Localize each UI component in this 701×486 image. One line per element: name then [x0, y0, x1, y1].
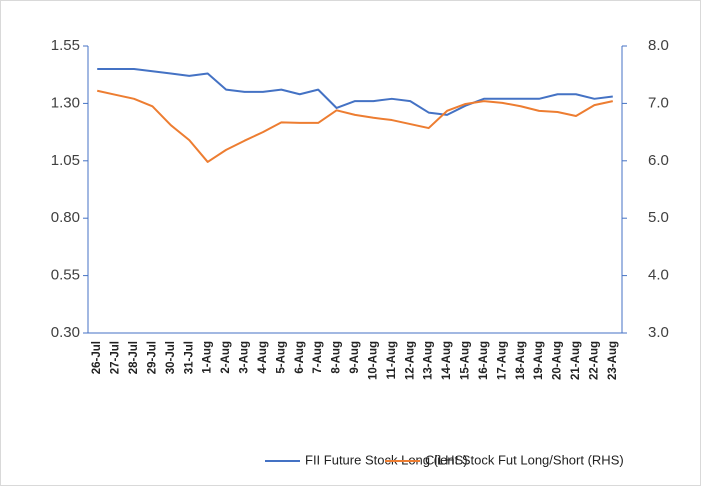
x-tick-label: 19-Aug	[533, 341, 545, 380]
y-tick-label: 0.55	[51, 267, 80, 284]
x-tick-label: 16-Aug	[478, 341, 490, 380]
x-tick-label: 6-Aug	[294, 341, 306, 374]
legend-label: Client Stock Fut Long/Short (RHS)	[425, 452, 624, 467]
legend-label: FII Future Stock Long (LHS)	[305, 452, 468, 467]
x-tick-label: 28-Jul	[128, 341, 140, 374]
x-tick-label: 12-Aug	[404, 341, 416, 380]
x-tick-label: 26-Jul	[91, 341, 103, 374]
y2-tick-label: 4.0	[648, 267, 669, 284]
y2-tick-label: 8.0	[648, 37, 669, 54]
y2-tick-label: 6.0	[648, 152, 669, 169]
y-tick-label: 0.30	[51, 324, 80, 341]
x-tick-label: 20-Aug	[552, 341, 564, 380]
x-tick-label: 2-Aug	[220, 341, 232, 374]
x-tick-label: 15-Aug	[460, 341, 472, 380]
x-tick-label: 13-Aug	[423, 341, 435, 380]
x-tick-label: 4-Aug	[257, 341, 269, 374]
y2-tick-label: 3.0	[648, 324, 669, 341]
y-tick-label: 1.05	[51, 152, 80, 169]
x-tick-label: 7-Aug	[312, 341, 324, 374]
x-tick-label: 30-Jul	[165, 341, 177, 374]
x-tick-label: 3-Aug	[239, 341, 251, 374]
x-tick-label: 27-Jul	[110, 341, 122, 374]
y2-tick-label: 7.0	[648, 94, 669, 111]
x-tick-label: 22-Aug	[588, 341, 600, 380]
x-tick-label: 18-Aug	[515, 341, 527, 380]
x-tick-label: 17-Aug	[496, 341, 508, 380]
series-line	[97, 67, 613, 116]
x-tick-label: 9-Aug	[349, 341, 361, 374]
x-tick-label: 31-Jul	[183, 341, 195, 374]
series-line	[96, 89, 614, 163]
x-tick-label: 5-Aug	[275, 341, 287, 374]
x-tick-label: 23-Aug	[607, 341, 619, 380]
x-tick-label: 1-Aug	[202, 341, 214, 374]
y-tick-label: 1.55	[51, 37, 80, 54]
x-tick-label: 29-Jul	[146, 341, 158, 374]
y2-tick-label: 5.0	[648, 209, 669, 226]
x-tick-label: 14-Aug	[441, 341, 453, 380]
y-tick-label: 1.30	[51, 94, 80, 111]
x-tick-label: 11-Aug	[386, 341, 398, 379]
x-tick-label: 21-Aug	[570, 341, 582, 380]
y-tick-label: 0.80	[51, 209, 80, 226]
x-tick-label: 10-Aug	[367, 341, 379, 380]
x-tick-label: 8-Aug	[331, 341, 343, 374]
